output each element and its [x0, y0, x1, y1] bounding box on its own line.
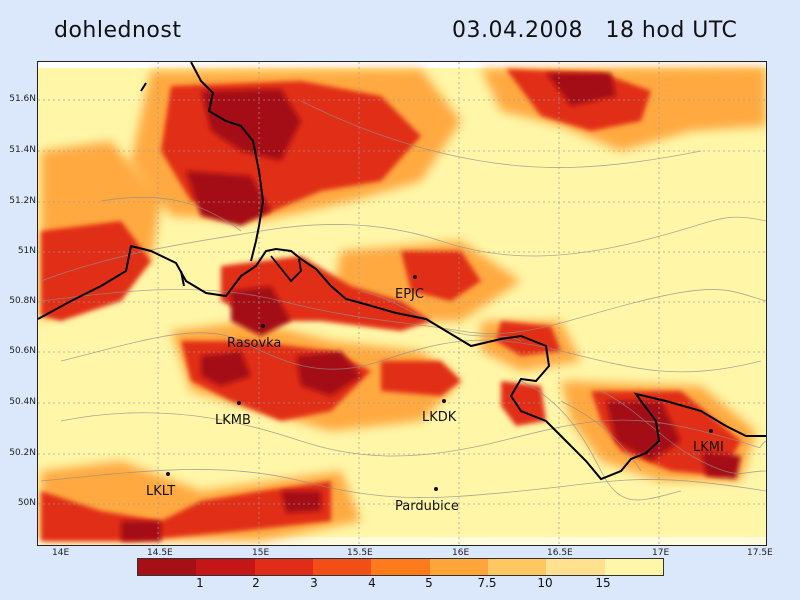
y-tick-50-2: 50.2N: [9, 448, 36, 458]
x-tick-15-5: 15.5E: [347, 548, 373, 558]
y-tick-51-2: 51.2N: [9, 196, 36, 206]
x-tick-14: 14E: [52, 548, 70, 558]
y-tick-51-6: 51.6N: [9, 94, 36, 104]
x-tick-17-5: 17.5E: [747, 548, 773, 558]
colorbar-label-2: 2: [252, 576, 260, 590]
colorbar-segment: [487, 559, 547, 575]
colorbar-label-4: 4: [368, 576, 376, 590]
label-pardubice: Pardubice: [395, 499, 459, 514]
x-tick-16: 16E: [452, 548, 470, 558]
colorbar-segment: [196, 559, 255, 575]
colorbar-segment: [138, 559, 197, 575]
colorbar-segment: [604, 559, 663, 575]
y-tick-51: 51N: [17, 246, 36, 256]
label-lkmi: LKMI: [693, 440, 724, 455]
colorbar-label-15: 15: [595, 576, 611, 590]
state-border: [38, 244, 766, 481]
y-tick-50: 50N: [17, 498, 36, 508]
label-lklt: LKLT: [146, 484, 175, 499]
colorbar-segment: [546, 559, 605, 575]
label-lkmb: LKMB: [215, 413, 251, 428]
y-tick-50-8: 50.8N: [9, 296, 36, 306]
label-epjc: EPJC: [395, 287, 424, 302]
map-svg: EPJC Rasovka LKMB LKDK LKMI LKLT Pardubi…: [38, 62, 766, 545]
visibility-colorbar: [137, 558, 664, 576]
colorbar-segment: [429, 559, 488, 575]
y-tick-51-4: 51.4N: [9, 145, 36, 155]
map-datetime: 03.04.2008 18 hod UTC: [452, 18, 738, 43]
colorbar-label-1: 1: [196, 576, 204, 590]
colorbar-label-10: 10: [537, 576, 553, 590]
colorbar-label-7-5: 7.5: [477, 576, 497, 590]
map-title: dohlednost: [54, 18, 182, 43]
x-tick-16-5: 16.5E: [547, 548, 573, 558]
x-tick-15: 15E: [252, 548, 270, 558]
north-border: [190, 62, 265, 262]
colorbar-segment: [371, 559, 430, 575]
colorbar-segment: [312, 559, 372, 575]
label-lkdk: LKDK: [422, 410, 457, 425]
x-tick-17: 17E: [652, 548, 670, 558]
y-tick-50-4: 50.4N: [9, 397, 36, 407]
label-rasovka: Rasovka: [227, 336, 281, 351]
y-tick-50-6: 50.6N: [9, 346, 36, 356]
colorbar-segment: [254, 559, 313, 575]
visibility-map: EPJC Rasovka LKMB LKDK LKMI LKLT Pardubi…: [37, 61, 767, 546]
colorbar-label-3: 3: [310, 576, 318, 590]
x-tick-14-5: 14.5E: [147, 548, 173, 558]
colorbar-label-5: 5: [425, 576, 433, 590]
